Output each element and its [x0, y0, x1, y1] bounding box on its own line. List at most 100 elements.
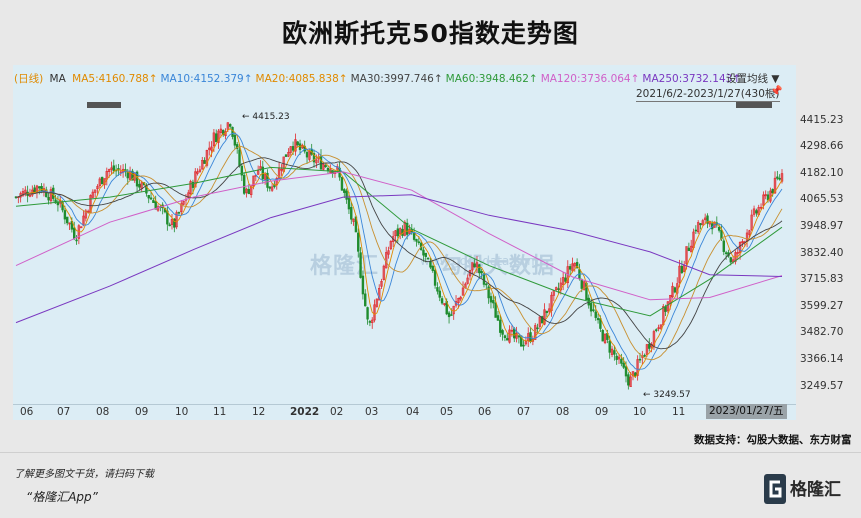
ma-line-ma120 — [15, 171, 783, 301]
candle-body — [235, 144, 239, 149]
candle-body — [275, 177, 278, 186]
x-tick-label: 05 — [440, 406, 454, 418]
candle-body — [210, 146, 213, 151]
ma-line-ma60 — [15, 166, 783, 317]
candle-body — [294, 139, 297, 152]
candle-body — [152, 200, 155, 203]
candle-body — [359, 252, 362, 278]
candle-body — [666, 301, 670, 312]
x-axis — [13, 404, 796, 421]
candle-body — [240, 165, 244, 176]
candle-body — [422, 249, 425, 256]
candle-body — [701, 220, 705, 226]
candle-body — [347, 197, 351, 210]
ma5-line — [15, 128, 783, 378]
candle-body — [203, 160, 206, 164]
candle-body — [138, 183, 141, 188]
candle-body — [575, 262, 579, 269]
candle-body — [748, 230, 751, 235]
candle-body — [305, 152, 309, 158]
candle-body — [33, 187, 36, 193]
candle-body — [368, 321, 372, 323]
x-tick-label: 04 — [406, 406, 420, 418]
candle-body — [617, 356, 621, 360]
candle-body — [79, 226, 83, 229]
candle-body — [135, 171, 139, 187]
candle-body — [301, 144, 304, 149]
candle-body — [776, 176, 779, 179]
candle-body — [492, 300, 495, 304]
candle-body — [627, 374, 630, 386]
candle-body — [245, 188, 248, 193]
candle-body — [387, 250, 390, 255]
legend-item: MA120:3736.064↑ — [540, 73, 640, 85]
candle-body — [212, 132, 216, 147]
candle-body — [694, 229, 698, 232]
candle-body — [568, 266, 572, 270]
candle-body — [522, 344, 525, 347]
candle-body — [350, 207, 353, 220]
gelonghui-logo-icon — [764, 474, 786, 504]
candle-body — [722, 240, 725, 252]
y-tick-label: 3249.57 — [800, 379, 844, 392]
chart-panel — [13, 65, 796, 420]
candle-body — [289, 146, 292, 153]
x-tick-label: 03 — [365, 406, 379, 418]
candle-body — [175, 212, 178, 228]
candle-body — [594, 311, 597, 318]
candle-body — [473, 263, 476, 268]
candle-body — [177, 212, 181, 214]
candle-body — [673, 287, 677, 293]
candle-body — [713, 221, 716, 228]
candle-body — [345, 190, 348, 200]
candle-body — [759, 206, 763, 209]
candle-body — [366, 307, 369, 320]
divider — [0, 452, 861, 453]
candle-body — [703, 217, 707, 221]
candle-body — [471, 262, 474, 271]
candle-body — [615, 355, 618, 360]
candle-body — [620, 358, 623, 364]
candle-body — [84, 210, 88, 219]
legend-item: MA5:4160.788↑ — [72, 73, 158, 85]
candle-body — [499, 319, 502, 333]
pin-icon[interactable]: 📌 — [770, 86, 783, 97]
candle-body — [361, 275, 365, 295]
candle-body — [291, 146, 295, 151]
footnote-app: “格隆汇App” — [26, 490, 98, 504]
ma-settings-dropdown[interactable]: 设置均线 ▼ — [726, 73, 780, 85]
candle-body — [98, 178, 102, 187]
x-tick-label: 06 — [478, 406, 492, 418]
candle-body — [131, 170, 134, 181]
candle-body — [750, 214, 753, 231]
candle-body — [182, 201, 185, 205]
x-tick-label: 07 — [517, 406, 531, 418]
candle-body — [189, 181, 192, 194]
ma-line-ma250 — [15, 194, 783, 324]
candle-body — [634, 372, 637, 377]
candle-body — [536, 327, 539, 330]
candle-body — [110, 167, 113, 170]
candle-body — [450, 314, 453, 316]
candle-body — [68, 222, 71, 225]
candle-body — [268, 186, 271, 189]
watermark-logo: 格隆汇 勾股大数据 — [310, 254, 555, 279]
y-tick-label: 4298.66 — [800, 140, 844, 153]
candle-body — [205, 149, 209, 166]
candle-body — [561, 277, 565, 286]
ma10-line — [15, 132, 783, 370]
candle-body — [63, 210, 67, 220]
candle-body — [755, 210, 758, 214]
candle-body — [443, 303, 446, 306]
candle-body — [610, 348, 614, 355]
candle-body — [170, 219, 174, 225]
candle-body — [168, 224, 171, 227]
x-tick-label: 07 — [57, 406, 71, 418]
candle-body — [706, 215, 709, 224]
candle-body — [49, 189, 53, 202]
candle-body — [343, 189, 346, 193]
candle-body — [112, 165, 115, 172]
right-marker — [736, 102, 772, 108]
candle-body — [38, 186, 41, 189]
